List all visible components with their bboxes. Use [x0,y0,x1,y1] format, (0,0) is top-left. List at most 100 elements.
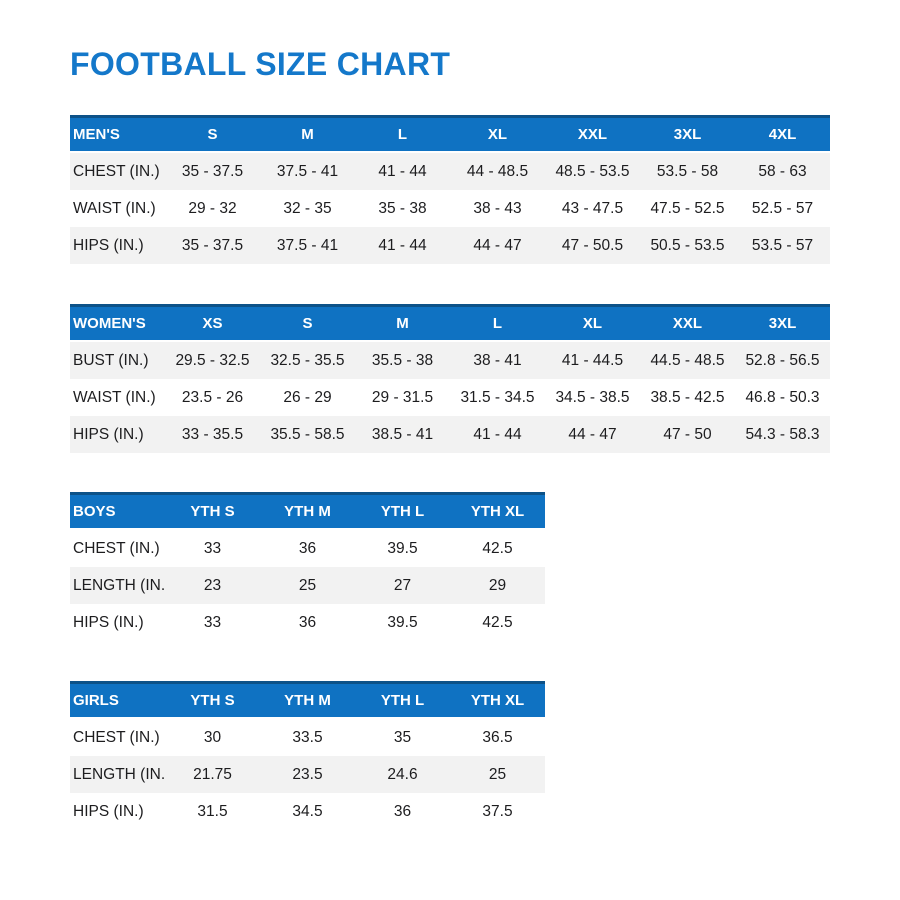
value-cell: 42.5 [482,539,513,557]
value-cell: 50.5 - 53.5 [650,236,725,254]
row-label: WAIST (IN.) [73,199,156,217]
value-cell: 35 - 37.5 [181,236,244,254]
size-header-cell: M [396,315,409,332]
table-header-mens: MEN'S S M L XL XXL 3XL 4XL [70,115,830,151]
value-cell: 35.5 - 58.5 [270,425,345,443]
size-header-cell: YTH L [380,692,425,709]
row-label: WAIST (IN.) [73,388,156,406]
value-cell: 29 [488,576,507,594]
value-cell: 54.3 - 58.3 [745,425,820,443]
value-cell: 23 [203,576,222,594]
value-cell: 44.5 - 48.5 [650,351,725,369]
value-cell: 37.5 [482,802,513,820]
value-cell: 44 - 47 [473,236,522,254]
value-cell: 27 [393,576,412,594]
value-cell: 24.6 [387,765,418,783]
value-cell: 23.5 [292,765,323,783]
value-cell: 33 [203,539,222,557]
table-row: LENGTH (IN.) 21.75 23.5 24.6 25 [70,756,545,793]
value-cell: 33.5 [292,728,323,746]
row-label: CHEST (IN.) [73,162,160,180]
size-header-cell: YTH XL [470,692,525,709]
value-cell: 41 - 44 [473,425,522,443]
table-row: CHEST (IN.) 33 36 39.5 42.5 [70,530,545,567]
value-cell: 34.5 - 38.5 [555,388,630,406]
size-header-cell: XS [202,315,223,332]
size-header-cell: L [397,126,408,143]
value-cell: 31.5 [197,802,228,820]
table-row: LENGTH (IN.) 23 25 27 29 [70,567,545,604]
table-row: HIPS (IN.) 33 - 35.5 35.5 - 58.5 38.5 - 41 4… [70,416,830,453]
value-cell: 35 - 38 [378,199,427,217]
value-cell: 47 - 50.5 [561,236,624,254]
row-label: CHEST (IN.) [73,539,160,557]
table-title-cell: GIRLS [73,692,119,709]
value-cell: 44 - 48.5 [466,162,529,180]
row-label: HIPS (IN.) [73,425,144,443]
value-cell: 43 - 47.5 [561,199,624,217]
size-table-girls: GIRLS YTH S YTH M YTH L YTH XL CHEST (IN.) 30 3… [70,681,545,830]
value-cell: 34.5 [292,802,323,820]
size-header-cell: XXL [577,126,608,143]
value-cell: 42.5 [482,613,513,631]
table-title-cell: BOYS [73,503,116,520]
value-cell: 53.5 - 58 [656,162,719,180]
size-header-cell: YTH M [284,503,331,520]
value-cell: 36 [393,802,412,820]
value-cell: 25 [488,765,507,783]
value-cell: 26 - 29 [283,388,332,406]
value-cell: 29.5 - 32.5 [175,351,250,369]
table-title-cell: MEN'S [73,126,120,143]
size-header-cell: XXL [672,315,703,332]
row-label: LENGTH (IN.) [73,765,165,783]
value-cell: 39.5 [387,539,418,557]
size-header-cell: S [302,315,313,332]
size-header-cell: 4XL [768,126,797,143]
table-row: BUST (IN.) 29.5 - 32.5 32.5 - 35.5 35.5 - 3… [70,342,830,379]
value-cell: 23.5 - 26 [181,388,244,406]
value-cell: 41 - 44 [378,236,427,254]
size-table-womens: WOMEN'S XS S M L XL XXL 3XL BUST (IN.) 29.5 - 32.… [70,304,830,453]
table-header-girls: GIRLS YTH S YTH M YTH L YTH XL [70,681,545,717]
row-label: HIPS (IN.) [73,236,144,254]
value-cell: 39.5 [387,613,418,631]
value-cell: 38.5 - 41 [371,425,434,443]
size-header-cell: S [207,126,218,143]
value-cell: 36.5 [482,728,513,746]
value-cell: 38.5 - 42.5 [650,388,725,406]
value-cell: 35 - 37.5 [181,162,244,180]
value-cell: 41 - 44 [378,162,427,180]
value-cell: 38 - 41 [473,351,522,369]
value-cell: 47.5 - 52.5 [650,199,725,217]
value-cell: 53.5 - 57 [751,236,814,254]
size-header-cell: YTH S [190,692,235,709]
row-label: BUST (IN.) [73,351,149,369]
value-cell: 37.5 - 41 [276,162,339,180]
value-cell: 38 - 43 [473,199,522,217]
row-label: HIPS (IN.) [73,613,144,631]
value-cell: 30 [203,728,222,746]
value-cell: 36 [298,539,317,557]
value-cell: 21.75 [193,765,232,783]
table-row: HIPS (IN.) 31.5 34.5 36 37.5 [70,793,545,830]
value-cell: 52.5 - 57 [751,199,814,217]
value-cell: 41 - 44.5 [561,351,624,369]
value-cell: 58 - 63 [758,162,807,180]
table-row: WAIST (IN.) 29 - 32 32 - 35 35 - 38 38 - 43 4… [70,190,830,227]
table-row: CHEST (IN.) 30 33.5 35 36.5 [70,719,545,756]
value-cell: 25 [298,576,317,594]
size-header-cell: XL [487,126,508,143]
value-cell: 29 - 31.5 [371,388,434,406]
value-cell: 46.8 - 50.3 [745,388,820,406]
size-table-boys: BOYS YTH S YTH M YTH L YTH XL CHEST (IN.) 33 36… [70,492,545,641]
value-cell: 35.5 - 38 [371,351,434,369]
table-title-cell: WOMEN'S [73,315,146,332]
value-cell: 47 - 50 [663,425,712,443]
table-row: WAIST (IN.) 23.5 - 26 26 - 29 29 - 31.5 31.5… [70,379,830,416]
value-cell: 29 - 32 [188,199,237,217]
value-cell: 32.5 - 35.5 [270,351,345,369]
table-row: CHEST (IN.) 35 - 37.5 37.5 - 41 41 - 44 44 -… [70,153,830,190]
value-cell: 33 - 35.5 [181,425,244,443]
table-header-boys: BOYS YTH S YTH M YTH L YTH XL [70,492,545,528]
